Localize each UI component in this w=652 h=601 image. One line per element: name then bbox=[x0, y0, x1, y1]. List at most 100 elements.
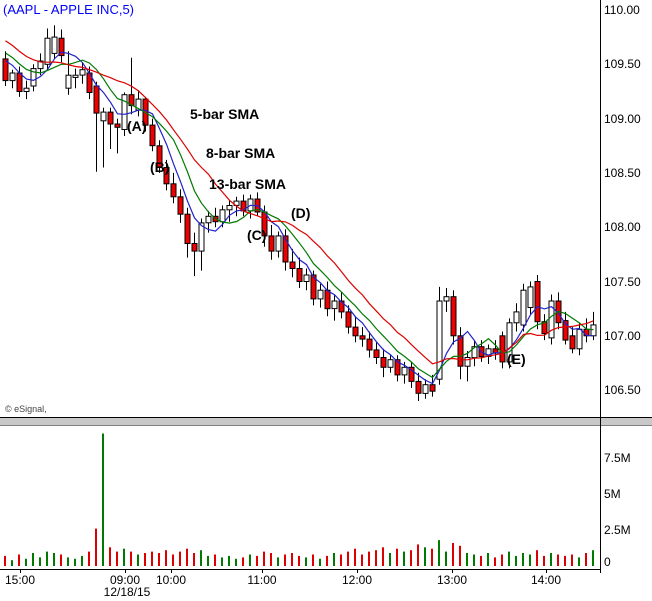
candle-body bbox=[331, 300, 338, 310]
candle-body bbox=[37, 60, 44, 70]
candle-body bbox=[338, 300, 345, 313]
candle-body bbox=[184, 213, 191, 244]
volume-bar bbox=[375, 550, 377, 566]
volume-tick-label: 2.5M bbox=[604, 523, 631, 537]
candle-body bbox=[499, 335, 506, 363]
volume-bar bbox=[347, 551, 349, 566]
candle-body bbox=[114, 123, 121, 128]
candle-body bbox=[345, 311, 352, 328]
volume-bar bbox=[466, 553, 468, 566]
volume-bar bbox=[326, 555, 328, 566]
candle-body bbox=[408, 366, 415, 382]
price-tick-label: 110.00 bbox=[604, 3, 640, 17]
price-tick-label: 106.50 bbox=[604, 383, 641, 397]
volume-bar bbox=[592, 550, 594, 566]
volume-bar bbox=[291, 553, 293, 566]
point-label-b: (B) bbox=[150, 159, 170, 175]
price-tick-label: 109.50 bbox=[604, 57, 641, 71]
volume-bar bbox=[501, 554, 503, 566]
candle-body bbox=[58, 37, 65, 57]
volume-bar bbox=[179, 551, 181, 566]
volume-bar bbox=[95, 528, 97, 566]
volume-bar bbox=[4, 555, 6, 566]
volume-bar bbox=[389, 553, 391, 566]
candle-body bbox=[576, 328, 583, 350]
candle-body bbox=[149, 124, 156, 147]
candle-body bbox=[548, 300, 555, 339]
price-tick-label: 109.00 bbox=[604, 112, 641, 126]
volume-bar bbox=[403, 551, 405, 566]
candle-body bbox=[79, 69, 86, 76]
candle-body bbox=[450, 296, 457, 337]
volume-bar bbox=[46, 551, 48, 566]
candle-body bbox=[429, 384, 436, 392]
price-tick-label: 107.50 bbox=[604, 275, 641, 289]
candle-body bbox=[422, 384, 429, 394]
candle-body bbox=[303, 274, 310, 282]
volume-bar bbox=[473, 554, 475, 566]
volume-bar bbox=[242, 557, 244, 566]
volume-bar bbox=[487, 553, 489, 566]
volume-bar bbox=[130, 551, 132, 566]
candle-body bbox=[387, 359, 394, 368]
candle-body bbox=[506, 322, 513, 363]
candle-body bbox=[191, 243, 198, 252]
candle-body bbox=[296, 268, 303, 282]
volume-bar bbox=[319, 558, 321, 566]
candle-body bbox=[373, 349, 380, 358]
volume-bar bbox=[543, 555, 545, 566]
candle-body bbox=[310, 274, 317, 300]
point-label-d: (D) bbox=[291, 205, 311, 221]
volume-bar bbox=[158, 553, 160, 566]
candle-body bbox=[163, 167, 170, 185]
candle-body bbox=[317, 289, 324, 300]
candle-body bbox=[72, 74, 79, 78]
candle-body bbox=[23, 87, 30, 92]
volume-bar bbox=[249, 554, 251, 566]
volume-tick-label: 0 bbox=[604, 555, 611, 569]
volume-bar bbox=[550, 553, 552, 566]
sma5-label: 5-bar SMA bbox=[190, 106, 260, 122]
volume-bar bbox=[137, 554, 139, 566]
candle-body bbox=[121, 94, 128, 130]
volume-bar bbox=[459, 545, 461, 566]
candle-body bbox=[527, 286, 534, 308]
candle-body bbox=[100, 111, 107, 122]
volume-bar bbox=[424, 547, 426, 566]
time-tick-label: 14:00 bbox=[531, 573, 561, 587]
candle-body bbox=[9, 72, 16, 82]
candle-body bbox=[352, 326, 359, 337]
candle-body bbox=[107, 111, 114, 125]
date-axis-label: 12/18/15 bbox=[103, 585, 151, 599]
point-label-e: (E) bbox=[507, 351, 526, 367]
volume-bar bbox=[172, 554, 174, 566]
volume-bar bbox=[515, 555, 517, 566]
time-tick-label: 12:00 bbox=[342, 573, 372, 587]
volume-bar bbox=[144, 553, 146, 566]
candle-body bbox=[198, 222, 205, 252]
volume-bar bbox=[60, 554, 62, 566]
point-label-c: (C) bbox=[247, 227, 267, 243]
time-tick-label: 13:00 bbox=[437, 573, 467, 587]
candle-body bbox=[324, 289, 331, 310]
candle-body bbox=[415, 380, 422, 394]
volume-bar bbox=[200, 550, 202, 566]
volume-bar bbox=[81, 555, 83, 566]
volume-bar bbox=[340, 554, 342, 566]
volume-bar bbox=[228, 555, 230, 566]
candle-body bbox=[534, 281, 541, 323]
volume-bar bbox=[494, 557, 496, 566]
candle-body bbox=[443, 296, 450, 302]
candle-body bbox=[2, 58, 9, 82]
candle-body bbox=[65, 74, 72, 89]
candle-body bbox=[541, 321, 548, 335]
volume-bar bbox=[151, 551, 153, 566]
volume-bar bbox=[431, 548, 433, 566]
volume-bar bbox=[11, 560, 13, 566]
volume-bar bbox=[32, 553, 34, 566]
volume-bar bbox=[214, 554, 216, 566]
candle-body bbox=[520, 289, 527, 326]
volume-bar bbox=[312, 554, 314, 566]
